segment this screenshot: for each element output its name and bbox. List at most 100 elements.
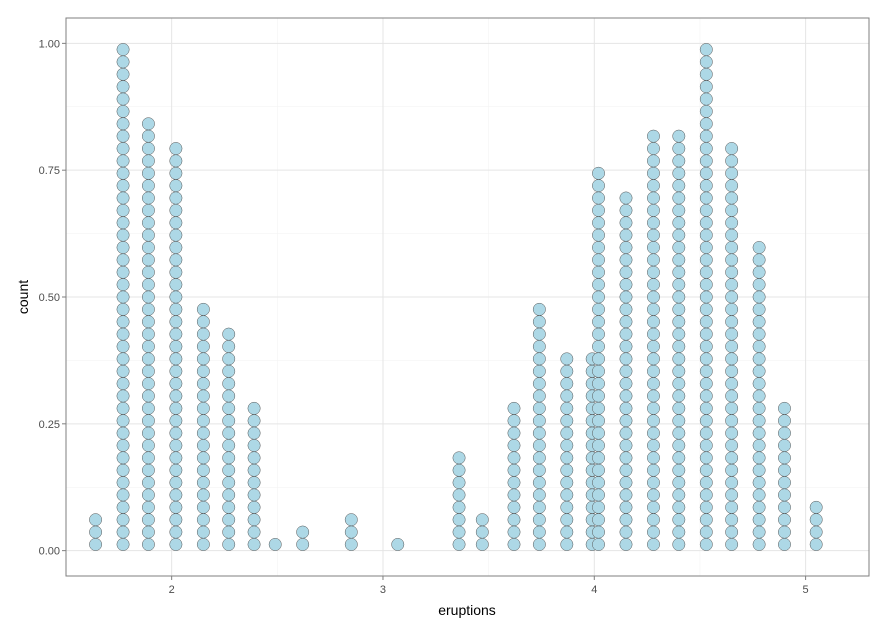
dot-mark	[247, 439, 261, 452]
dot-mark	[116, 290, 130, 304]
dot-mark	[141, 117, 155, 131]
dot-mark	[507, 476, 521, 490]
dot-mark	[507, 426, 521, 440]
dot-mark	[725, 216, 739, 230]
dot-mark	[169, 401, 183, 415]
dot-mark	[532, 340, 546, 353]
dot-mark	[592, 315, 605, 329]
dot-mark	[699, 315, 713, 329]
dot-mark	[247, 401, 261, 415]
dot-mark	[116, 439, 130, 452]
dot-mark	[247, 525, 261, 539]
dot-mark	[141, 179, 155, 193]
dot-mark	[699, 265, 713, 279]
dot-mark	[116, 500, 130, 514]
dot-mark	[344, 525, 358, 539]
dot-mark	[196, 414, 210, 428]
x-tick-label: 3	[380, 584, 386, 596]
dot-mark	[247, 463, 261, 477]
dot-mark	[116, 463, 130, 477]
dot-mark	[672, 439, 686, 452]
dot-mark	[699, 117, 713, 131]
dot-mark	[752, 500, 766, 514]
dot-mark	[699, 290, 713, 304]
dot-mark	[672, 426, 686, 440]
dot-mark	[672, 352, 686, 366]
dot-mark	[778, 426, 791, 440]
dot-mark	[141, 414, 155, 428]
dot-mark	[699, 104, 713, 118]
y-tick-label: 0.25	[39, 419, 60, 431]
dot-mark	[507, 463, 521, 477]
dot-mark	[475, 513, 489, 527]
dot-mark	[196, 389, 210, 403]
dot-mark	[222, 377, 236, 391]
dot-mark	[619, 525, 633, 539]
dot-mark	[647, 315, 660, 329]
dot-mark	[752, 352, 766, 366]
dot-mark	[699, 154, 713, 168]
dot-mark	[619, 352, 633, 366]
dot-mark	[116, 67, 130, 81]
dot-mark	[647, 203, 660, 217]
dot-mark	[141, 278, 155, 292]
dot-mark	[116, 191, 130, 205]
dot-mark	[141, 401, 155, 415]
dot-mark	[141, 302, 155, 316]
dot-mark	[778, 476, 791, 490]
dot-mark	[592, 216, 605, 230]
dot-mark	[752, 377, 766, 391]
dot-mark	[752, 525, 766, 539]
dot-mark	[699, 488, 713, 502]
dot-mark	[592, 352, 605, 366]
dot-mark	[116, 488, 130, 502]
dot-mark	[116, 389, 130, 403]
dot-mark	[647, 426, 660, 440]
dot-mark	[247, 451, 261, 465]
dot-mark	[532, 377, 546, 391]
dot-mark	[647, 401, 660, 415]
dot-mark	[725, 401, 739, 415]
dot-mark	[778, 500, 791, 514]
dot-mark	[647, 352, 660, 366]
dot-mark	[560, 500, 574, 514]
dot-mark	[725, 265, 739, 279]
dot-mark	[725, 426, 739, 440]
dot-mark	[532, 389, 546, 403]
dot-mark	[532, 513, 546, 527]
dot-mark	[532, 488, 546, 502]
dot-mark	[725, 315, 739, 329]
dot-mark	[752, 414, 766, 428]
dot-mark	[560, 352, 574, 366]
dot-mark	[647, 129, 660, 143]
dot-mark	[672, 290, 686, 304]
dot-mark	[116, 241, 130, 254]
dot-mark	[752, 340, 766, 353]
dot-mark	[752, 364, 766, 378]
dot-mark	[141, 476, 155, 490]
dot-mark	[169, 302, 183, 316]
dot-mark	[592, 401, 605, 415]
dot-mark	[752, 278, 766, 292]
dot-mark	[699, 525, 713, 539]
dot-mark	[592, 488, 605, 502]
dot-mark	[560, 401, 574, 415]
dot-mark	[141, 327, 155, 341]
dot-mark	[116, 55, 130, 69]
dot-mark	[169, 513, 183, 527]
dot-mark	[141, 451, 155, 465]
dot-mark	[725, 500, 739, 514]
dot-mark	[116, 228, 130, 242]
dot-mark	[196, 302, 210, 316]
dot-mark	[725, 253, 739, 267]
dot-mark	[647, 389, 660, 403]
dot-mark	[672, 253, 686, 267]
dot-mark	[452, 513, 466, 527]
dot-mark	[725, 451, 739, 465]
dot-mark	[672, 401, 686, 415]
dot-mark	[268, 538, 282, 551]
dot-mark	[725, 414, 739, 428]
dot-mark	[592, 377, 605, 391]
dot-mark	[699, 414, 713, 428]
dot-mark	[778, 488, 791, 502]
